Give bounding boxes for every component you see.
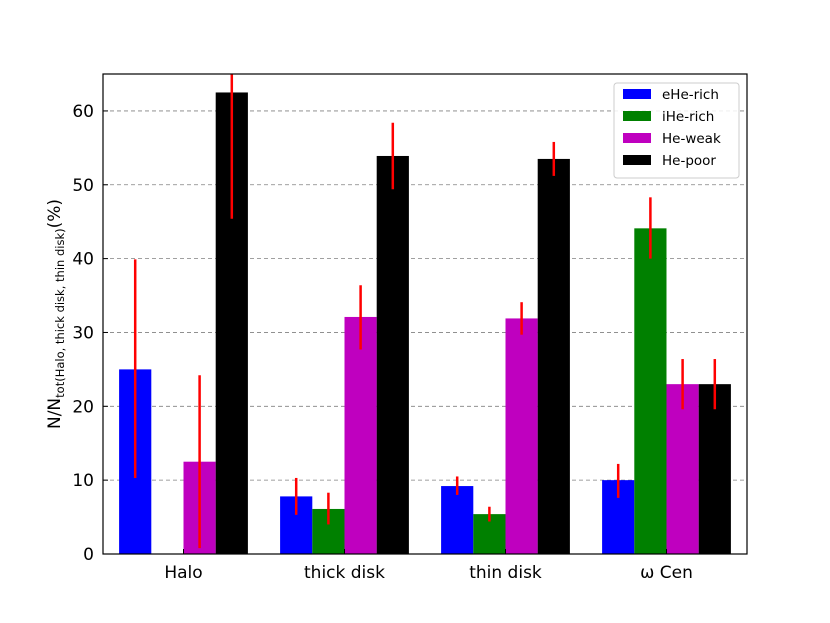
legend-items: eHe-rich iHe-rich He-weak He-poor bbox=[623, 87, 721, 169]
y-tick-label: 60 bbox=[72, 102, 94, 122]
gridlines bbox=[103, 110, 747, 481]
y-axis-label-main: N/N bbox=[45, 398, 65, 429]
bar-He-poor bbox=[376, 155, 409, 554]
legend-swatch-eHe-rich bbox=[623, 89, 651, 99]
legend-label: iHe-rich bbox=[662, 109, 714, 125]
plot-frame bbox=[102, 73, 748, 555]
y-axis: 0 10 20 30 40 50 60 bbox=[72, 102, 108, 565]
error-bars bbox=[133, 74, 717, 549]
bar-iHe-rich bbox=[634, 228, 667, 555]
legend-label: eHe-rich bbox=[662, 87, 719, 103]
bar-He-poor bbox=[537, 158, 570, 554]
y-tick-label: 50 bbox=[72, 176, 94, 196]
y-axis-label-unit: (%) bbox=[45, 199, 65, 228]
legend-swatch-iHe-rich bbox=[623, 111, 651, 121]
bar-He-weak bbox=[505, 318, 538, 554]
bar-He-weak bbox=[666, 384, 699, 554]
y-axis-label: N/Ntot(Halo, thick disk, thin disk)(%) bbox=[45, 199, 67, 429]
y-axis-label-subscript: tot(Halo, thick disk, thin disk) bbox=[53, 228, 67, 397]
bar-eHe-rich bbox=[441, 486, 474, 554]
y-tick-label: 10 bbox=[72, 471, 94, 491]
legend-label: He-weak bbox=[662, 131, 721, 147]
legend-box bbox=[613, 82, 740, 179]
legend-label: He-poor bbox=[662, 153, 716, 169]
bar-He-poor bbox=[698, 384, 731, 554]
x-tick-label: Halo bbox=[164, 563, 202, 583]
y-tick-label: 0 bbox=[83, 545, 94, 565]
x-tick-label: ω Cen bbox=[640, 563, 693, 583]
x-tick-label: thin disk bbox=[469, 563, 542, 583]
legend-swatch-He-weak bbox=[623, 133, 651, 143]
y-tick-label: 20 bbox=[72, 397, 94, 417]
legend-swatch-He-poor bbox=[623, 155, 651, 165]
legend: eHe-rich iHe-rich He-weak He-poor bbox=[613, 82, 740, 179]
y-tick-label: 40 bbox=[72, 250, 94, 270]
x-tick-label: thick disk bbox=[304, 563, 385, 583]
bar-He-weak bbox=[344, 316, 377, 554]
y-tick-label: 30 bbox=[72, 323, 94, 343]
x-axis: Halo thick disk thin disk ω Cen bbox=[164, 549, 693, 583]
